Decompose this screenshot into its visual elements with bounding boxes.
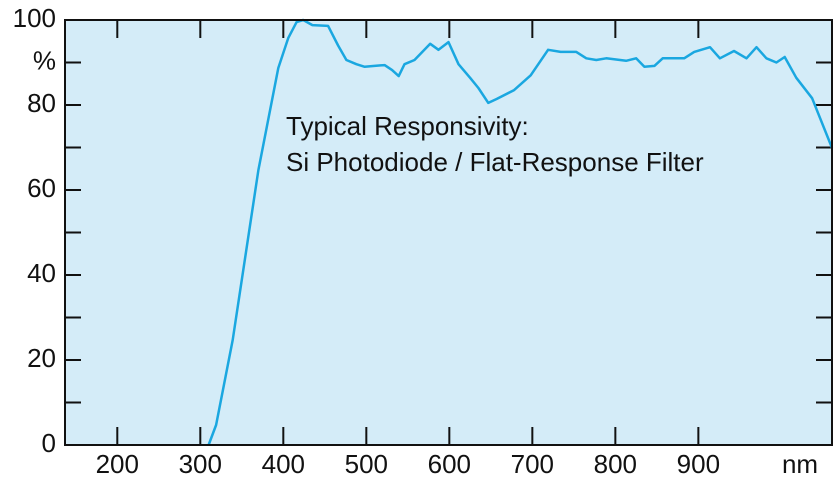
annotation: Si Photodiode / Flat-Response Filter	[286, 147, 704, 177]
y-tick-label: 0	[42, 428, 56, 458]
line	[207, 18, 834, 446]
y-tick-label: 40	[27, 258, 56, 288]
x-tick-label: 600	[428, 449, 471, 479]
y-tick-label: 80	[27, 88, 56, 118]
plot-area	[65, 20, 832, 445]
y-tick-label: 100	[13, 3, 56, 33]
x-tick-label: 900	[677, 449, 720, 479]
x-tick-label: 500	[345, 449, 388, 479]
x-tick-label: 200	[96, 449, 139, 479]
y-tick-label: 20	[27, 343, 56, 373]
x-tick-label: 300	[179, 449, 222, 479]
x-tick-label: 700	[511, 449, 554, 479]
y-tick-label: %	[33, 45, 56, 75]
x-axis-label: nm	[782, 449, 818, 479]
plot-frame	[64, 19, 833, 446]
x-tick-label: 800	[594, 449, 637, 479]
annotation: Typical Responsivity:	[286, 111, 529, 141]
y-tick-label: 60	[27, 173, 56, 203]
x-tick-label: 400	[262, 449, 305, 479]
